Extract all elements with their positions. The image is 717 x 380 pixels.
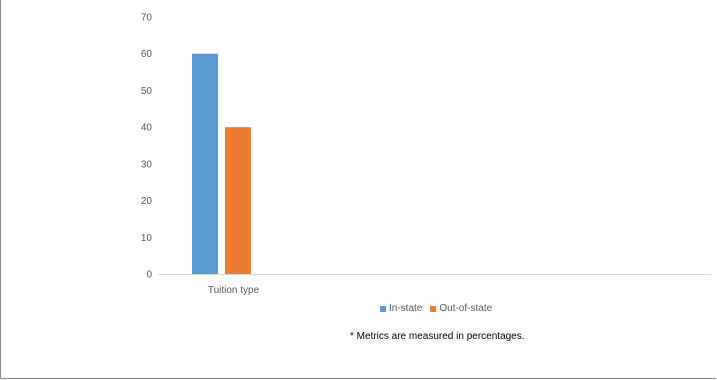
y-tick-label: 60 — [141, 49, 153, 60]
category-labels: Tuition type — [208, 285, 260, 296]
footnote: * Metrics are measured in percentages. — [350, 331, 525, 342]
legend-item-in-state: In-state — [380, 303, 422, 314]
bar-in-state — [192, 53, 218, 274]
y-axis-ticks: 0 10 20 30 40 50 60 70 — [141, 13, 153, 281]
legend-label-in-state: In-state — [389, 303, 423, 314]
legend: In-state Out-of-state — [380, 303, 500, 314]
legend-swatch-out-of-state — [430, 305, 437, 312]
y-tick-label: 50 — [141, 86, 153, 97]
y-tick-label: 0 — [146, 270, 152, 281]
y-tick-label: 30 — [141, 159, 153, 170]
y-tick-label: 20 — [141, 196, 153, 207]
legend-swatch-in-state — [380, 305, 386, 312]
y-tick-label: 70 — [141, 13, 153, 24]
bars — [192, 53, 251, 275]
x-category-label: Tuition type — [208, 285, 260, 296]
bar-out-of-state — [225, 127, 251, 275]
y-tick-label: 10 — [141, 233, 153, 244]
legend-item-out-of-state: Out-of-state — [430, 303, 492, 314]
y-tick-label: 40 — [141, 123, 153, 134]
legend-label-out-of-state: Out-of-state — [439, 303, 493, 314]
